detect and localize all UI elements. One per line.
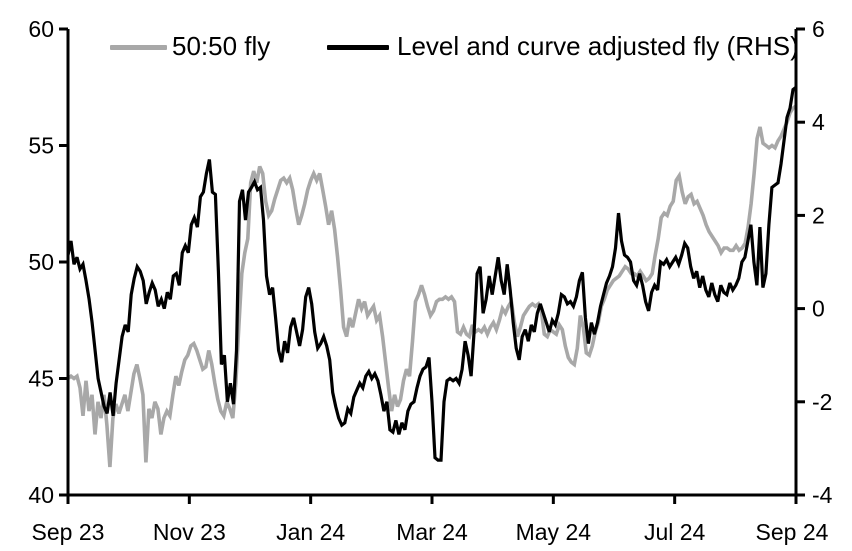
legend-swatch-adjusted-fly	[327, 45, 389, 50]
right-tick-label: 6	[812, 16, 825, 42]
right-tick-label: 2	[812, 202, 825, 228]
series-line-5050-fly	[66, 104, 798, 468]
x-tick-label: Jul 24	[644, 519, 706, 545]
right-tick-label: 4	[812, 109, 825, 135]
left-tick-label: 60	[28, 16, 54, 42]
chart-legend: 50:50 fly Level and curve adjusted fly (…	[0, 0, 852, 64]
left-tick-label: 50	[28, 249, 54, 275]
left-tick-label: 45	[28, 366, 54, 392]
x-tick-label: May 24	[516, 519, 592, 545]
right-tick-label: -4	[812, 482, 833, 508]
x-tick-label: Jan 24	[276, 519, 345, 545]
right-tick-label: 0	[812, 296, 825, 322]
legend-swatch-5050-fly	[110, 45, 167, 50]
left-tick-label: 55	[28, 133, 54, 159]
x-tick-label: Nov 23	[153, 519, 226, 545]
x-tick-label: Sep 24	[756, 519, 829, 545]
right-tick-label: -2	[812, 389, 832, 415]
legend-label-adjusted-fly: Level and curve adjusted fly (RHS)	[397, 31, 799, 61]
x-tick-label: Mar 24	[396, 519, 468, 545]
x-tick-label: Sep 23	[32, 519, 105, 545]
left-tick-label: 40	[28, 482, 54, 508]
legend-label-5050-fly: 50:50 fly	[172, 31, 271, 61]
series-line-adjusted-fly	[66, 86, 797, 462]
